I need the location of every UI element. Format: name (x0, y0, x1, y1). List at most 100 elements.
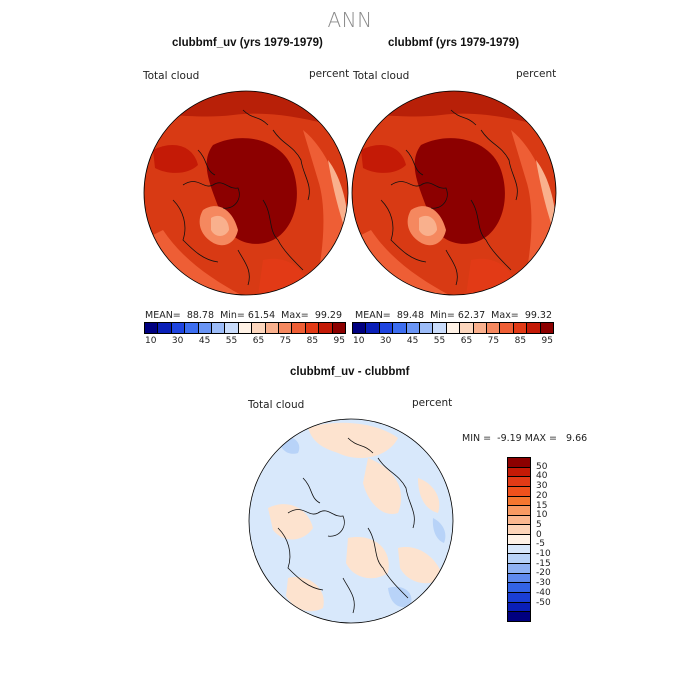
colorbar-swatch (508, 506, 530, 516)
colorbar-tick-label: 45 (406, 336, 419, 346)
colorbar-swatch (433, 323, 447, 333)
colorbar-swatch (508, 573, 530, 584)
panel1-map (143, 90, 349, 296)
diff-max: 9.66 (566, 433, 588, 444)
colorbar-swatch (420, 323, 434, 333)
colorbar-tick-label: 10 (536, 510, 548, 521)
colorbar-swatch (252, 323, 266, 333)
diff-title: clubbmf_uv - clubbmf (290, 366, 410, 378)
panel1-title: clubbmf_uv (yrs 1979-1979) (172, 37, 323, 49)
panel2-min-label: Min= (430, 310, 455, 321)
panel1-colorbar: 10 30 45 55 65 75 85 95 (144, 322, 346, 348)
colorbar-swatch (446, 323, 461, 333)
panel2-colorbar: 10 30 45 55 65 75 85 95 (352, 322, 554, 348)
colorbar-tick-label: 95 (541, 336, 553, 346)
colorbar-swatch (238, 323, 253, 333)
main-title: ANN (327, 8, 373, 32)
panel2-units: percent (516, 68, 557, 80)
colorbar-swatch (366, 323, 380, 333)
diff-min: -9.19 (497, 433, 522, 444)
colorbar-swatch (265, 323, 280, 333)
panel1-min-label: Min= (220, 310, 245, 321)
colorbar-tick-label: 40 (536, 471, 548, 482)
colorbar-swatch (379, 323, 394, 333)
colorbar-tick-label: 0 (536, 529, 542, 540)
colorbar-tick-label: 95 (333, 336, 345, 346)
colorbar-swatch (305, 323, 320, 333)
colorbar-tick-label: -40 (536, 587, 551, 598)
panel2-max: 99.32 (524, 310, 553, 321)
colorbar-swatch (508, 467, 530, 478)
diff-min-label: MIN = (462, 433, 492, 444)
colorbar-swatch (508, 544, 530, 555)
diff-variable: Total cloud (248, 399, 305, 411)
colorbar-swatch (198, 323, 213, 333)
colorbar-tick-label: 30 (171, 336, 184, 346)
colorbar-tick-label: 10 (144, 336, 157, 346)
panel1-max-label: Max= (281, 310, 309, 321)
colorbar-tick-label: 75 (487, 336, 500, 346)
colorbar-tick-label: 55 (225, 336, 238, 346)
diff-colorbar (507, 457, 531, 622)
colorbar-swatch (487, 323, 501, 333)
diff-max-label: MAX = (524, 433, 557, 444)
colorbar-tick-label: 30 (536, 481, 548, 492)
panel1-mean: 88.78 (186, 310, 215, 321)
diff-colorbar-ticks: 50 40 30 20 15 10 5 0 -5 -10 -15 -20 -30 -40 -50 (536, 457, 576, 622)
colorbar-swatch (185, 323, 199, 333)
panel2-min: 62.37 (457, 310, 486, 321)
colorbar-swatch (508, 515, 530, 526)
colorbar-swatch (279, 323, 293, 333)
colorbar-tick-label: 45 (198, 336, 211, 346)
colorbar-swatch (508, 592, 530, 603)
panel1-min: 61.54 (247, 310, 276, 321)
panel2-variable: Total cloud (353, 70, 410, 82)
panel2-mean: 89.48 (396, 310, 425, 321)
panel1-units: percent (309, 68, 350, 80)
colorbar-swatch (508, 554, 530, 565)
colorbar-tick-label: 85 (306, 336, 319, 346)
colorbar-swatch (508, 602, 530, 613)
colorbar-swatch (460, 323, 474, 333)
colorbar-tick-label: 65 (460, 336, 473, 346)
panel2-title: clubbmf (yrs 1979-1979) (388, 37, 520, 49)
colorbar-swatch (393, 323, 407, 333)
colorbar-tick-label: 15 (536, 500, 548, 511)
colorbar-swatch (508, 458, 530, 468)
colorbar-tick-label: 20 (536, 490, 548, 501)
colorbar-tick-label: 10 (352, 336, 365, 346)
colorbar-swatch (508, 486, 530, 497)
colorbar-swatch (319, 323, 333, 333)
colorbar-swatch (508, 583, 530, 593)
panel1-max: 99.29 (314, 310, 343, 321)
colorbar-swatch (145, 323, 159, 333)
colorbar-swatch (353, 323, 367, 333)
colorbar-tick-label: -5 (536, 539, 545, 550)
colorbar-tick-label: -10 (536, 549, 551, 560)
colorbar-swatch (508, 564, 530, 574)
colorbar-tick-label: -30 (536, 578, 551, 589)
colorbar-swatch (171, 323, 186, 333)
colorbar-swatch (508, 496, 530, 507)
colorbar-tick-label: 55 (433, 336, 446, 346)
colorbar-tick-label: 75 (279, 336, 292, 346)
colorbar-swatch (513, 323, 528, 333)
colorbar-tick-label: 30 (379, 336, 392, 346)
colorbar-swatch (508, 525, 530, 536)
colorbar-tick-label: 85 (514, 336, 527, 346)
colorbar-swatch (508, 612, 530, 621)
panel2-stats: MEAN= 89.48 Min= 62.37 Max= 99.32 (355, 310, 552, 321)
panel2-mean-label: MEAN= (355, 310, 391, 321)
colorbar-swatch (508, 535, 530, 545)
colorbar-tick-label: 50 (536, 461, 548, 472)
colorbar-swatch (212, 323, 226, 333)
diff-map (248, 418, 454, 624)
colorbar-swatch (225, 323, 239, 333)
colorbar-tick-label: 5 (536, 519, 542, 530)
colorbar-tick-label: -20 (536, 568, 551, 579)
colorbar-tick-label: -50 (536, 597, 551, 608)
panel2-max-label: Max= (491, 310, 519, 321)
diff-stats: MIN = -9.19 MAX = 9.66 (462, 433, 587, 444)
panel2-map (351, 90, 557, 296)
colorbar-swatch (406, 323, 421, 333)
